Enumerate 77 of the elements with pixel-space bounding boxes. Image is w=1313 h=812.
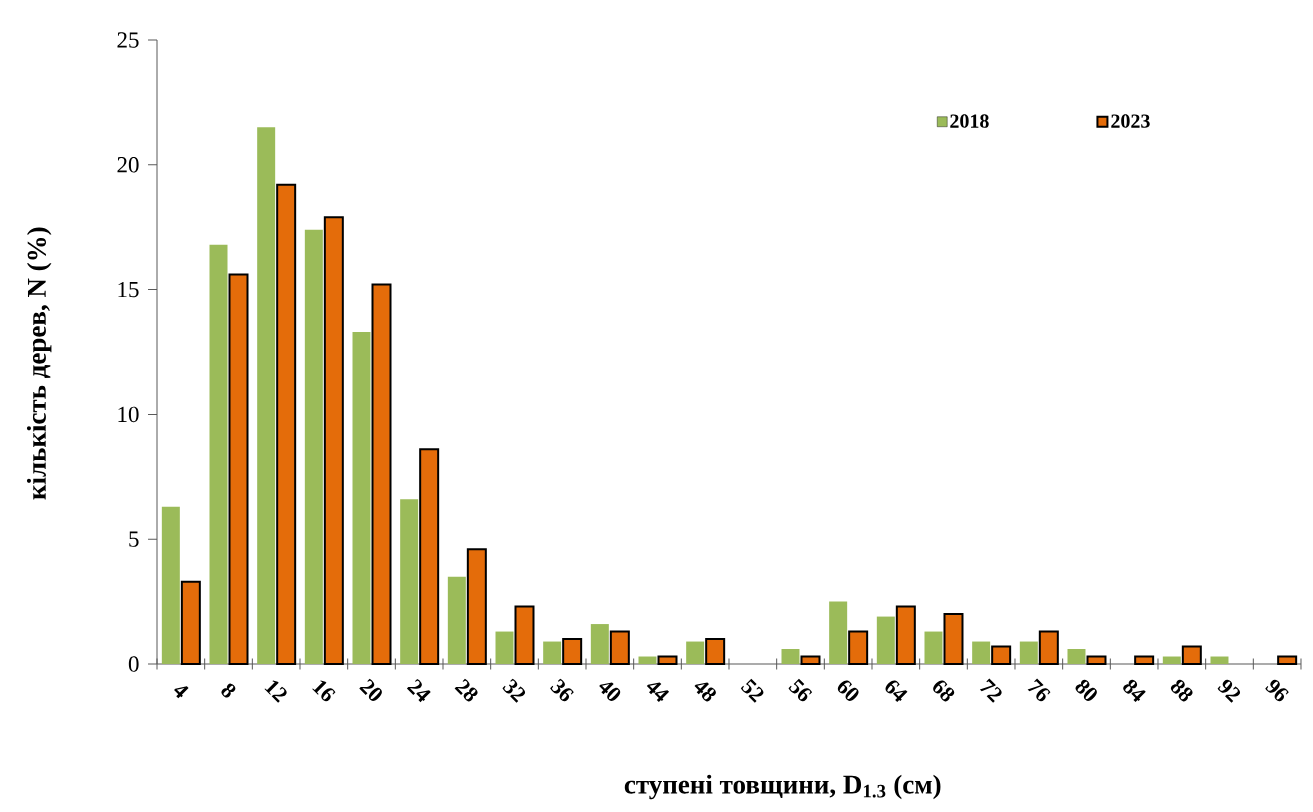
bar bbox=[276, 183, 297, 665]
bar bbox=[991, 645, 1012, 665]
bar bbox=[257, 127, 276, 664]
x-tick-label: 32 bbox=[502, 678, 526, 703]
bar bbox=[705, 638, 726, 665]
x-tick-label: 24 bbox=[406, 678, 431, 703]
y-tick-label: 15 bbox=[118, 281, 139, 298]
x-tick-label: 96 bbox=[1265, 679, 1289, 702]
bar bbox=[209, 244, 228, 664]
bar bbox=[638, 656, 657, 664]
bar bbox=[466, 548, 487, 665]
x-tick-label: 60 bbox=[837, 680, 859, 701]
legend-label: 2018 bbox=[950, 114, 989, 128]
x-tick-label: 16 bbox=[312, 680, 336, 702]
bar bbox=[848, 630, 869, 665]
x-tick-label: 84 bbox=[1123, 679, 1146, 703]
x-tick-label: 80 bbox=[1075, 679, 1097, 701]
x-tick-label: 88 bbox=[1170, 679, 1193, 702]
bar bbox=[371, 283, 392, 665]
bar bbox=[562, 638, 583, 665]
x-tick-label: 92 bbox=[1217, 679, 1241, 703]
legend-label: 2023 bbox=[1111, 114, 1150, 128]
bar bbox=[781, 649, 800, 664]
bar bbox=[1210, 656, 1229, 664]
bar bbox=[686, 641, 705, 664]
x-tick-label: 44 bbox=[646, 682, 670, 703]
bar bbox=[1067, 649, 1086, 664]
x-tick-label: 48 bbox=[694, 682, 716, 702]
x-tick-label: 52 bbox=[740, 678, 764, 703]
bar bbox=[1086, 655, 1107, 665]
bar bbox=[800, 655, 821, 665]
x-tick-label: 20 bbox=[359, 678, 382, 701]
y-tick-label: 10 bbox=[118, 406, 139, 423]
bar bbox=[228, 273, 249, 665]
bar bbox=[495, 631, 514, 664]
y-tick-label: 0 bbox=[128, 656, 139, 672]
bar bbox=[400, 499, 419, 664]
bar bbox=[304, 229, 323, 664]
bar bbox=[1134, 655, 1155, 665]
bar bbox=[543, 641, 562, 664]
bar bbox=[180, 580, 201, 665]
bar bbox=[514, 605, 535, 665]
bar bbox=[657, 655, 678, 665]
bar bbox=[161, 506, 180, 664]
bar bbox=[1019, 641, 1038, 664]
bar bbox=[609, 630, 630, 665]
bar bbox=[323, 216, 344, 665]
bar bbox=[1038, 630, 1059, 665]
y-tick-label: 5 bbox=[129, 531, 139, 547]
x-tick-label: 64 bbox=[885, 680, 908, 703]
bar bbox=[829, 601, 848, 664]
bar bbox=[590, 624, 609, 664]
x-tick-label: 12 bbox=[264, 680, 287, 703]
bar bbox=[352, 332, 371, 664]
bar bbox=[943, 613, 964, 665]
x-tick-label: 76 bbox=[1027, 678, 1051, 702]
x-tick-label: 28 bbox=[454, 678, 478, 702]
x-tick-label: 8 bbox=[221, 683, 236, 698]
bar bbox=[419, 448, 440, 665]
y-tick-label: 20 bbox=[117, 157, 139, 173]
x-axis-title: ступені товщини, D$_{1.3}$ (см) bbox=[624, 774, 941, 800]
x-tick-label: 68 bbox=[933, 680, 955, 702]
bar bbox=[1162, 656, 1181, 664]
bar bbox=[895, 605, 916, 665]
x-tick-label: 56 bbox=[788, 678, 813, 702]
bar bbox=[1277, 655, 1298, 665]
bar bbox=[972, 641, 991, 664]
x-tick-label: 36 bbox=[550, 678, 574, 702]
x-tick-label: 72 bbox=[979, 678, 1002, 703]
bar bbox=[1181, 645, 1202, 665]
bar bbox=[876, 616, 895, 664]
y-tick-label: 25 bbox=[117, 32, 139, 48]
bar bbox=[924, 631, 943, 664]
x-tick-label: 40 bbox=[599, 682, 621, 701]
bar bbox=[447, 576, 466, 664]
x-tick-label: 4 bbox=[174, 686, 189, 699]
y-axis-title: кількість дерев, N (%) bbox=[26, 227, 52, 500]
